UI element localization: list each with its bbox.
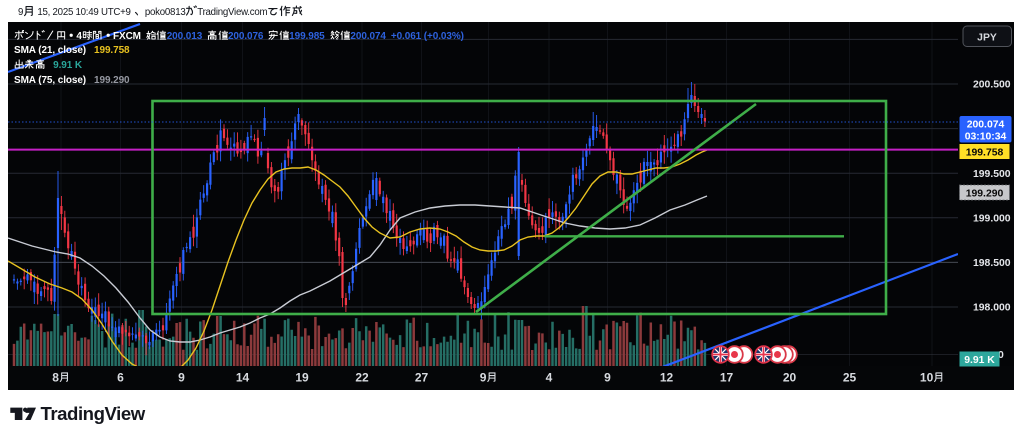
svg-text:27: 27 [415,371,429,385]
svg-text:200.074: 200.074 [967,120,1005,131]
svg-text:10: 10 [920,371,934,385]
svg-text:19: 19 [295,371,309,385]
svg-text:9: 9 [480,371,487,385]
svg-text:8: 8 [52,371,59,385]
svg-text:22: 22 [355,371,369,385]
svg-text:JPY: JPY [977,33,997,44]
svg-text:200.500: 200.500 [973,80,1011,91]
svg-text:199.500: 199.500 [973,169,1011,180]
svg-text:199.758: 199.758 [966,148,1004,159]
svg-text:25: 25 [843,371,857,385]
svg-text:14: 14 [236,371,250,385]
svg-text:20: 20 [783,371,797,385]
svg-text:0: 0 [998,350,1004,361]
svg-text:199.290: 199.290 [966,189,1004,200]
svg-text:199.000: 199.000 [973,213,1011,224]
svg-text:TradingView: TradingView [41,406,146,424]
svg-text:198.500: 198.500 [973,258,1011,269]
svg-text:6: 6 [117,371,124,385]
svg-text:12: 12 [660,371,674,385]
svg-text:9.91 K: 9.91 K [964,355,995,366]
svg-text:03:10:34: 03:10:34 [965,132,1007,143]
svg-text:9: 9 [178,371,185,385]
svg-text:4: 4 [546,371,553,385]
svg-text:198.000: 198.000 [973,303,1011,314]
svg-text:9: 9 [604,371,611,385]
svg-text:17: 17 [720,371,734,385]
